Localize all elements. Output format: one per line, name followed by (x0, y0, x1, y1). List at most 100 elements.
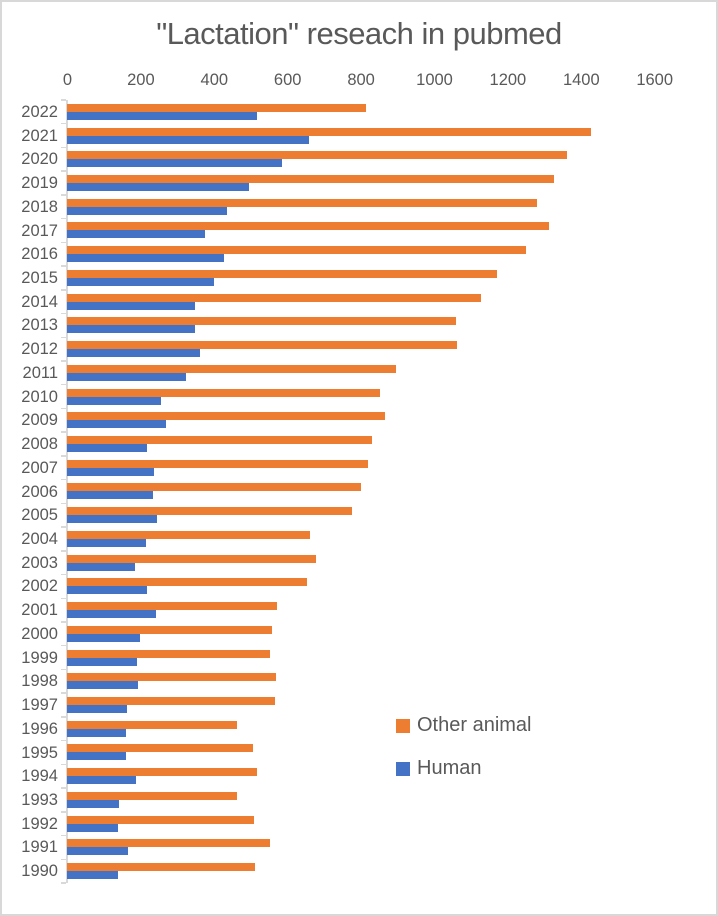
y-axis-tick-mark (61, 597, 66, 600)
bar-human-2000 (67, 633, 140, 642)
x-axis-tick-label: 400 (200, 71, 229, 89)
y-axis-tick-mark (61, 312, 66, 315)
bar-other-animal-2012 (67, 341, 458, 350)
legend-label-other-animal: Other animal (417, 714, 532, 736)
bar-human-1999 (67, 657, 138, 666)
y-axis-tick-mark (61, 194, 66, 196)
y-axis-tick-mark (61, 526, 66, 528)
y-axis-tick-mark (61, 360, 66, 362)
bar-human-2010 (67, 396, 162, 405)
y-axis-tick-mark (61, 455, 66, 457)
bar-human-2019 (67, 183, 250, 192)
bar-human-2009 (67, 420, 167, 429)
bar-human-2006 (67, 491, 153, 500)
bar-other-animal-2001 (67, 602, 278, 611)
y-axis-tick-mark (61, 265, 66, 267)
legend-swatch-other-animal-icon (396, 718, 410, 733)
category-label-2006: 2006 (21, 482, 58, 501)
bar-human-2015 (67, 277, 214, 286)
category-label-1997: 1997 (21, 696, 58, 715)
chart-title: "Lactation" reseach in pubmed (156, 16, 562, 51)
bar-other-animal-1992 (67, 815, 255, 824)
legend-label-human: Human (417, 757, 482, 779)
bar-other-animal-2014 (67, 293, 481, 302)
category-label-2003: 2003 (21, 553, 58, 572)
bar-human-2002 (67, 586, 148, 595)
y-axis-tick-mark (61, 858, 66, 861)
category-label-1996: 1996 (21, 719, 58, 738)
bar-other-animal-1998 (67, 673, 277, 682)
bar-human-2011 (67, 372, 186, 381)
y-axis-tick-mark (61, 716, 66, 718)
category-label-2010: 2010 (21, 387, 58, 406)
legend-item-human: Human (396, 757, 532, 780)
category-label-1999: 1999 (21, 648, 58, 667)
bar-other-animal-2017 (67, 222, 549, 231)
bar-other-animal-2002 (67, 578, 308, 587)
y-axis-tick-mark (61, 668, 66, 671)
bar-other-animal-2015 (67, 269, 498, 278)
x-axis-tick-label: 200 (127, 71, 155, 89)
bar-other-animal-1997 (67, 697, 276, 706)
bar-human-2012 (67, 349, 200, 358)
x-axis-tick-label: 1000 (416, 71, 453, 89)
category-label-2011: 2011 (22, 363, 58, 382)
x-axis-tick-label: 1200 (489, 71, 527, 89)
bar-human-2001 (67, 610, 157, 619)
y-axis-tick-mark (61, 170, 66, 172)
bar-human-2003 (67, 562, 136, 571)
category-label-2007: 2007 (21, 458, 58, 477)
y-axis-tick-mark (61, 834, 66, 837)
bar-human-1995 (67, 752, 127, 761)
y-axis-tick-mark (61, 217, 66, 220)
y-axis-tick-mark (61, 407, 66, 410)
bar-human-2004 (67, 538, 147, 547)
category-label-2013: 2013 (21, 316, 58, 335)
bar-human-2008 (67, 444, 147, 453)
bar-other-animal-2020 (67, 151, 567, 160)
bar-human-2017 (67, 230, 206, 239)
category-label-1995: 1995 (21, 743, 58, 762)
category-label-2012: 2012 (21, 340, 58, 359)
y-axis-tick-mark (61, 550, 66, 552)
y-axis-tick-mark (61, 122, 66, 125)
category-label-2017: 2017 (21, 221, 58, 240)
bar-other-animal-2013 (67, 317, 457, 326)
bar-other-animal-2022 (67, 103, 367, 112)
bar-other-animal-2008 (67, 436, 373, 445)
y-axis-tick-mark (61, 811, 66, 813)
bar-other-animal-2011 (67, 364, 396, 373)
category-label-1991: 1991 (21, 838, 58, 857)
category-label-2020: 2020 (21, 150, 58, 169)
y-axis-tick-mark (61, 241, 66, 244)
category-label-1992: 1992 (21, 814, 58, 833)
category-label-1994: 1994 (21, 767, 58, 786)
bar-other-animal-2005 (67, 507, 352, 516)
y-axis-tick-mark (61, 383, 66, 386)
y-axis-tick-mark (61, 478, 66, 481)
y-axis-tick-mark (61, 336, 66, 339)
y-axis-tick-mark (61, 621, 66, 623)
y-axis-tick-mark (61, 787, 66, 789)
y-axis-tick-mark (61, 763, 66, 766)
bar-human-2018 (67, 206, 227, 215)
bar-human-2007 (67, 467, 154, 476)
category-label-1998: 1998 (21, 672, 58, 691)
category-label-2001: 2001 (21, 601, 58, 620)
bar-other-animal-1990 (67, 863, 256, 872)
y-axis-tick-mark (61, 502, 66, 505)
bar-other-animal-1995 (67, 744, 254, 753)
category-label-2015: 2015 (21, 268, 58, 287)
bar-human-1991 (67, 847, 128, 856)
bar-human-1992 (67, 823, 118, 832)
y-axis-tick-mark (61, 882, 66, 884)
category-label-1993: 1993 (21, 790, 58, 809)
bar-other-animal-1994 (67, 768, 257, 777)
y-axis-tick-mark (61, 739, 66, 742)
x-axis-tick-label: 800 (347, 71, 375, 89)
bar-other-animal-2004 (67, 530, 310, 539)
y-axis-tick-mark (61, 99, 66, 101)
bar-other-animal-2010 (67, 388, 381, 397)
y-axis-tick-mark (61, 431, 66, 433)
